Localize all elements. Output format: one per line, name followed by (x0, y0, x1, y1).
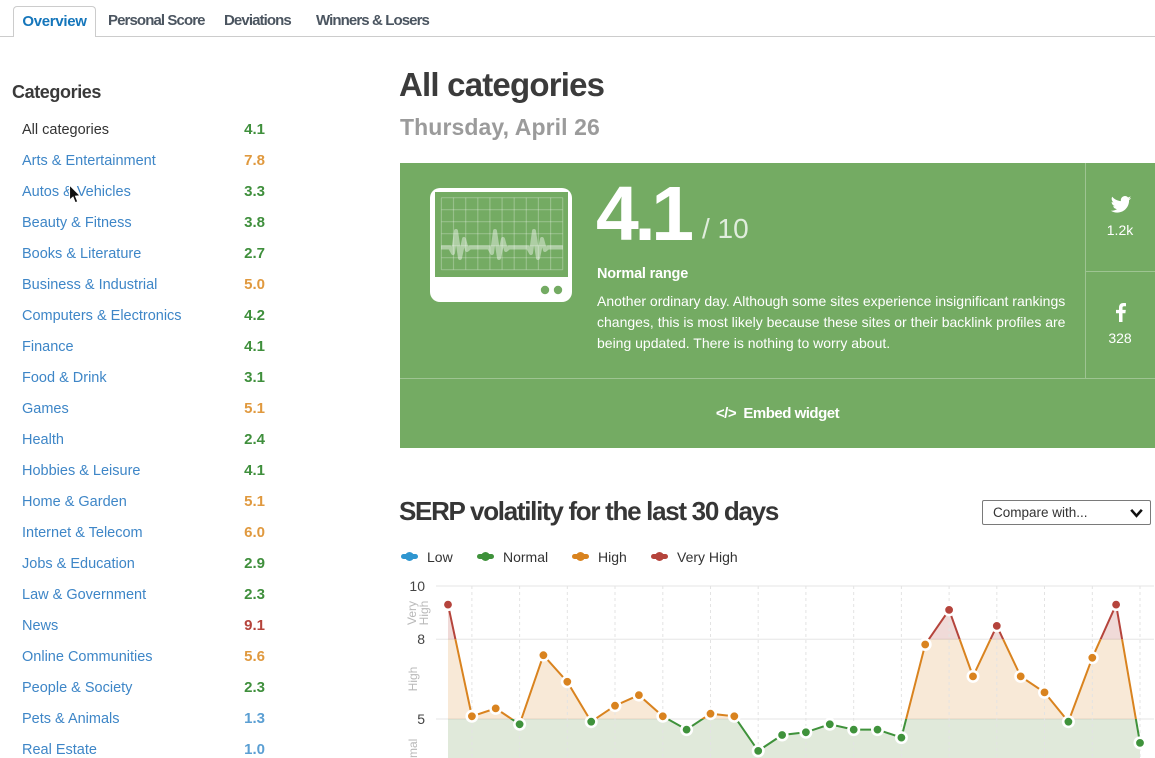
svg-text:5: 5 (417, 711, 425, 727)
svg-text:VeryHigh: VeryHigh (405, 601, 431, 626)
svg-text:8: 8 (417, 631, 425, 647)
svg-text:Normal: Normal (406, 739, 420, 758)
svg-text:High: High (406, 667, 420, 692)
svg-text:10: 10 (409, 578, 425, 594)
